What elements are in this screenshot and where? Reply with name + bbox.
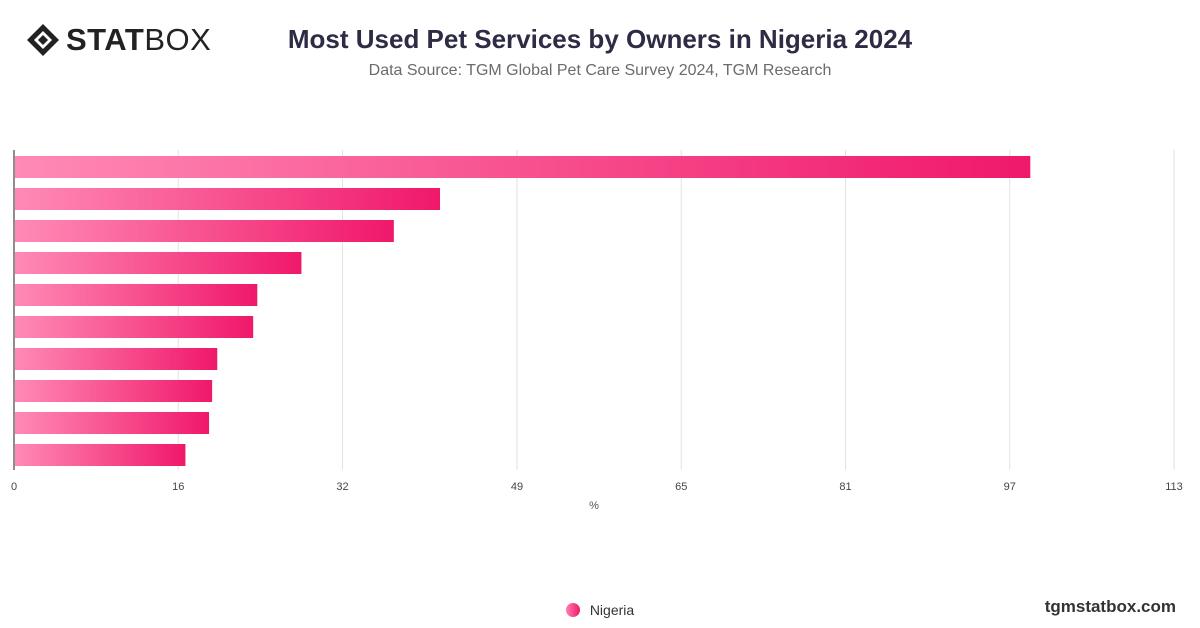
logo-text-light: BOX: [144, 22, 212, 57]
bar[interactable]: [15, 380, 213, 402]
x-tick-label: 49: [511, 481, 523, 493]
bar[interactable]: [15, 444, 186, 466]
statbox-logo: STATBOX: [26, 22, 211, 58]
x-tick-label: 113: [1165, 481, 1183, 493]
chart-subtitle: Data Source: TGM Global Pet Care Survey …: [368, 62, 832, 79]
legend-marker: [565, 603, 580, 617]
site-url[interactable]: tgmstatbox.com: [1044, 597, 1176, 616]
bar[interactable]: [15, 220, 394, 242]
bar[interactable]: [15, 284, 258, 306]
x-axis-label: %: [589, 500, 599, 512]
bar[interactable]: [15, 348, 218, 370]
logo-wordmark: STATBOX: [66, 22, 211, 58]
x-tick-label: 97: [1004, 481, 1016, 493]
x-tick-label: 0: [11, 481, 17, 493]
bar[interactable]: [15, 252, 302, 274]
legend[interactable]: Nigeria: [0, 602, 1200, 618]
bars: [15, 156, 1031, 466]
logo-text-bold: STAT: [66, 22, 145, 57]
bar[interactable]: [15, 156, 1031, 178]
bar[interactable]: [15, 316, 254, 338]
bar[interactable]: [15, 412, 210, 434]
x-tick-label: 65: [675, 481, 687, 493]
statbox-diamond-icon: [27, 24, 59, 56]
x-tick-label: 16: [172, 481, 184, 493]
x-tick-label: 32: [336, 481, 348, 493]
x-axis-ticks: 0 16 32 49 65 81 97 113: [11, 481, 1183, 493]
bar[interactable]: [15, 188, 441, 210]
x-tick-label: 81: [839, 481, 851, 493]
chart-title: Most Used Pet Services by Owners in Nige…: [287, 24, 913, 54]
legend-label: Nigeria: [589, 602, 635, 618]
